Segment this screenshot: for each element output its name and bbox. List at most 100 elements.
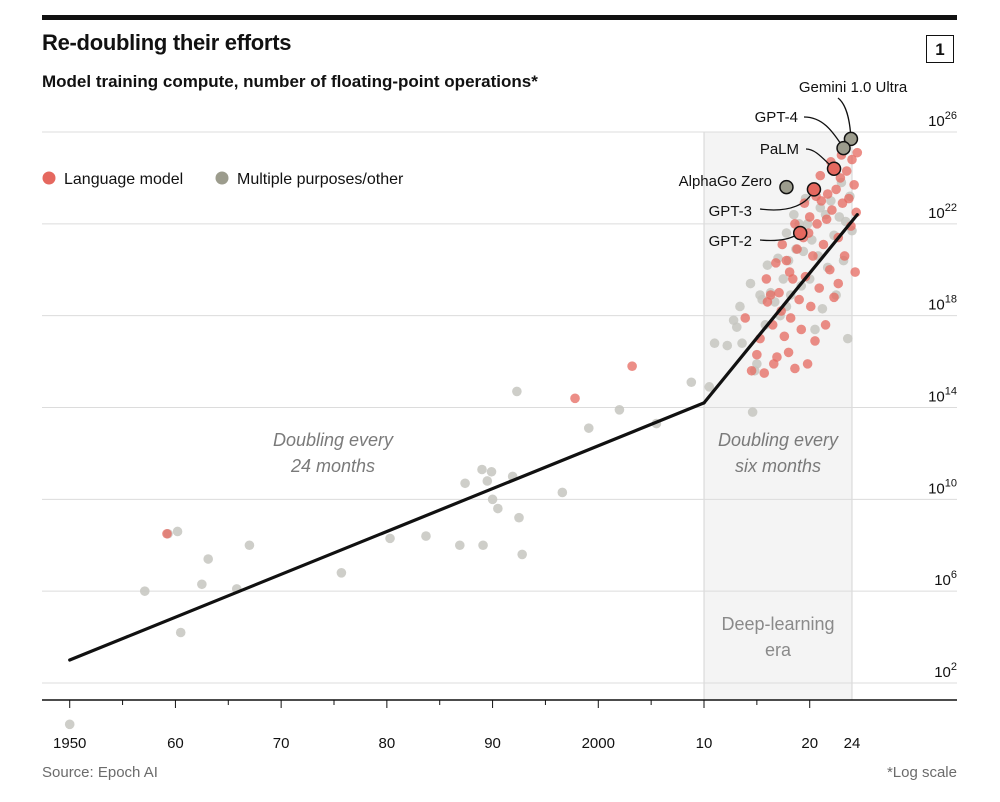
data-point-language: [810, 336, 820, 346]
data-point-language: [835, 173, 846, 183]
chart-title: Re-doubling their efforts: [42, 30, 292, 55]
data-point-other: [770, 297, 780, 307]
data-point-language: [790, 363, 800, 374]
era-label: era: [765, 640, 792, 660]
data-point-language: [779, 331, 790, 342]
data-point-other: [781, 228, 792, 238]
data-point-language: [815, 170, 826, 181]
data-point-other: [512, 386, 522, 397]
data-point-other: [614, 404, 625, 415]
x-tick-label: 80: [379, 735, 396, 752]
x-tick-label: 1950: [53, 735, 86, 752]
data-point-other: [482, 476, 493, 486]
data-point-language: [627, 361, 637, 371]
highlight-label: Gemini 1.0 Ultra: [799, 79, 908, 96]
data-point-other: [583, 423, 594, 433]
data-point-other: [455, 540, 465, 551]
trend-line-pre-2010: [68, 401, 706, 662]
data-point-language: [839, 251, 850, 261]
trend-annotation: six months: [735, 456, 821, 476]
data-point-language: [777, 239, 788, 250]
data-point-language: [771, 258, 781, 268]
data-point-other: [709, 338, 720, 349]
highlight-point: [806, 182, 822, 197]
data-point-language: [831, 184, 841, 195]
y-tick-label: 1018: [928, 294, 957, 314]
highlight-point: [836, 140, 851, 156]
legend-label: Language model: [64, 171, 183, 188]
data-point-other: [514, 512, 524, 523]
data-point-other: [517, 549, 527, 560]
chart-subtitle: Model training compute, number of floati…: [42, 72, 538, 91]
data-point-other: [735, 301, 745, 312]
data-point-language: [796, 324, 807, 335]
y-tick-label: 106: [934, 569, 957, 589]
data-point-other: [197, 579, 207, 590]
data-point-other: [778, 274, 789, 284]
data-point-other: [810, 324, 820, 335]
data-point-other: [842, 333, 853, 344]
data-point-language: [849, 180, 859, 190]
data-point-language: [740, 313, 751, 323]
data-point-language: [844, 193, 854, 204]
x-tick-label: 2000: [582, 735, 615, 752]
y-tick-label: 1010: [928, 477, 957, 497]
data-point-language: [785, 313, 796, 323]
data-point-language: [833, 278, 844, 289]
data-point-language: [822, 189, 833, 199]
scale-note: *Log scale: [886, 764, 957, 781]
data-point-language: [852, 147, 863, 158]
era-label: Deep-learning: [721, 614, 834, 634]
data-point-other: [203, 554, 213, 564]
data-point-other: [486, 466, 497, 477]
y-tick-label: 1026: [928, 110, 957, 130]
data-point-other: [385, 533, 395, 544]
x-tick-label: 70: [273, 735, 290, 752]
legend-swatch-other: [215, 171, 229, 185]
data-point-other: [421, 531, 431, 541]
data-point-other: [745, 278, 756, 289]
data-point-other: [139, 586, 150, 596]
chart-number-badge: 1: [926, 35, 954, 63]
trend-line-post-2010: [702, 213, 859, 405]
data-point-other: [64, 719, 75, 730]
legend-label: Multiple purposes/other: [237, 171, 404, 188]
highlight-point: [779, 179, 794, 195]
trend-annotation: Doubling every: [273, 430, 394, 450]
data-point-other: [686, 377, 697, 388]
data-point-language: [820, 320, 831, 330]
data-point-other: [244, 540, 255, 551]
data-point-language: [829, 292, 839, 303]
data-point-other: [747, 407, 758, 417]
data-point-other: [789, 209, 799, 220]
data-point-other: [762, 260, 773, 270]
data-point-language: [794, 294, 804, 305]
data-point-other: [493, 503, 503, 514]
highlight-point: [792, 225, 808, 241]
data-point-language: [781, 255, 792, 266]
data-point-other: [817, 303, 828, 314]
data-point-language: [772, 352, 782, 362]
y-tick-label: 102: [934, 661, 957, 681]
trend-annotation: 24 months: [290, 456, 375, 476]
data-point-language: [805, 301, 816, 312]
data-point-language: [746, 365, 757, 376]
data-point-other: [487, 494, 498, 505]
highlight-label: GPT-2: [709, 233, 752, 250]
data-point-language: [827, 205, 837, 215]
data-point-language: [162, 528, 172, 539]
data-point-language: [761, 274, 772, 284]
top-rule: [42, 15, 957, 20]
source-note: Source: Epoch AI: [42, 764, 158, 781]
data-point-other: [737, 338, 747, 349]
data-point-other: [731, 322, 742, 332]
data-point-language: [847, 154, 857, 165]
data-point-language: [784, 267, 795, 277]
highlight-point: [826, 161, 842, 176]
legend-swatch-language: [42, 171, 56, 185]
trend-annotation: Doubling every: [718, 430, 839, 450]
data-point-language: [774, 287, 784, 298]
x-tick-label: 10: [696, 735, 713, 752]
data-point-language: [570, 393, 580, 404]
